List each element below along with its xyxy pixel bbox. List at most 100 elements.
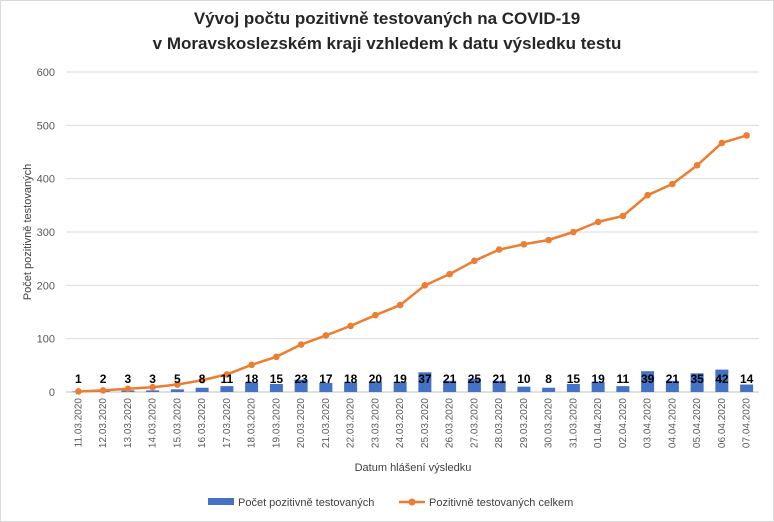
line-point	[273, 353, 280, 361]
bar	[368, 381, 382, 392]
bar	[616, 386, 630, 392]
x-axis-ticks: 11.03.2020 12.03.2020 13.03.2020 14.03.2020…	[73, 398, 752, 448]
x-tick-label: 24.03.2020	[395, 398, 406, 448]
bar	[344, 382, 358, 392]
bar	[195, 387, 209, 392]
line-point	[471, 257, 478, 265]
x-tick-label: 13.03.2020	[123, 398, 134, 448]
chart-title-line-1: Vývoj počtu pozitivně testovaných na COV…	[193, 9, 581, 28]
bar-data-label: 1	[75, 372, 82, 386]
x-tick-label: 19.03.2020	[271, 398, 282, 448]
line-point	[174, 381, 181, 388]
x-tick-label: 30.03.2020	[544, 398, 555, 448]
bar-data-label: 11	[617, 372, 630, 386]
bar-data-label: 2	[100, 372, 107, 386]
chart-title-line-2: v Moravskoslezském kraji vzhledem k datu…	[152, 34, 622, 53]
x-tick-label: 25.03.2020	[420, 398, 431, 448]
bar-data-label: 10	[517, 372, 531, 386]
x-tick-label: 03.04.2020	[643, 398, 654, 448]
bar-series	[71, 369, 754, 392]
bar	[294, 379, 308, 392]
line-point	[99, 387, 107, 394]
x-tick-label: 16.03.2020	[197, 398, 208, 448]
legend: Počet pozitivně testovaných Pozitivně te…	[208, 497, 573, 509]
bar	[665, 380, 679, 392]
bar-data-label: 35	[690, 372, 704, 386]
line-point	[570, 228, 577, 236]
x-tick-label: 22.03.2020	[346, 398, 357, 448]
legend-line-label: Pozitivně testovaných celkem	[429, 497, 573, 509]
series-line	[78, 134, 747, 393]
bar-data-label: 39	[641, 372, 655, 386]
x-tick-label: 01.04.2020	[593, 398, 604, 448]
line-series	[75, 132, 750, 395]
bar	[517, 386, 531, 392]
line-point	[124, 385, 132, 393]
bar	[319, 382, 333, 392]
gridlines	[66, 71, 759, 393]
x-tick-label: 17.03.2020	[222, 398, 233, 448]
y-tick-label: 200	[37, 280, 55, 292]
line-point	[594, 218, 602, 226]
y-tick-label: 100	[37, 334, 55, 346]
line-point	[248, 361, 255, 369]
y-tick-label: 300	[37, 227, 55, 239]
line-point	[718, 139, 726, 147]
x-tick-label: 23.03.2020	[370, 398, 381, 448]
bar-data-label: 19	[393, 372, 407, 386]
x-tick-label: 26.03.2020	[445, 398, 456, 448]
bar-data-label: 42	[715, 372, 729, 386]
line-point	[669, 180, 676, 188]
bar	[146, 390, 160, 392]
y-axis-title: Počet pozitivně testovaných	[22, 164, 34, 300]
bar	[443, 380, 457, 392]
bar	[591, 381, 605, 392]
bar	[740, 384, 754, 392]
bar-data-label: 11	[221, 372, 234, 386]
x-tick-label: 07.04.2020	[742, 398, 753, 448]
bar-data-label: 25	[468, 372, 482, 386]
line-point	[347, 322, 354, 330]
x-tick-label: 21.03.2020	[321, 398, 332, 448]
bar	[492, 380, 506, 392]
bar-data-label: 3	[125, 372, 132, 386]
y-tick-label: 500	[37, 120, 55, 132]
y-axis-ticks: 0 100 200 300 400 500 600	[37, 67, 55, 399]
bar-data-label: 19	[591, 372, 605, 386]
line-point	[223, 371, 231, 378]
bar	[269, 384, 283, 392]
x-tick-label: 20.03.2020	[296, 398, 307, 448]
bar-data-label: 21	[443, 372, 457, 386]
line-point	[75, 388, 82, 395]
bar	[542, 387, 556, 392]
bar-data-label: 14	[740, 372, 754, 386]
x-tick-label: 15.03.2020	[172, 398, 183, 448]
bar	[418, 372, 432, 392]
bar-data-label: 37	[418, 372, 432, 386]
bar-data-label: 21	[666, 372, 680, 386]
line-point	[322, 332, 330, 339]
legend-bar-swatch	[208, 498, 234, 505]
line-point	[297, 341, 305, 348]
x-tick-label: 28.03.2020	[494, 398, 505, 448]
line-point	[446, 270, 453, 278]
bar	[641, 371, 655, 392]
bar-data-label: 15	[567, 372, 581, 386]
line-point	[396, 301, 404, 309]
bar	[715, 369, 729, 392]
bar-data-label: 20	[369, 372, 383, 386]
line-point	[495, 246, 503, 253]
bar	[245, 382, 259, 392]
x-tick-label: 06.04.2020	[717, 398, 728, 448]
line-point	[743, 132, 750, 139]
x-axis-title: Datum hlášení výsledku	[355, 462, 472, 474]
x-tick-label: 02.04.2020	[618, 398, 629, 448]
y-tick-label: 600	[37, 67, 55, 79]
x-tick-label: 12.03.2020	[98, 398, 109, 448]
bar-data-label: 17	[319, 372, 333, 386]
line-point	[545, 236, 552, 244]
line-point	[644, 191, 651, 199]
x-tick-label: 29.03.2020	[519, 398, 530, 448]
bar	[566, 384, 580, 392]
legend-bar-label: Počet pozitivně testovaných	[238, 497, 374, 509]
